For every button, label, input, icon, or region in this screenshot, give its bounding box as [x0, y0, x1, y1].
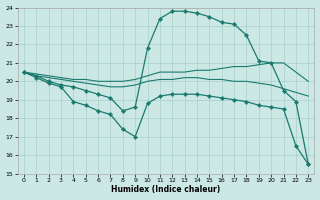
X-axis label: Humidex (Indice chaleur): Humidex (Indice chaleur): [111, 185, 221, 194]
